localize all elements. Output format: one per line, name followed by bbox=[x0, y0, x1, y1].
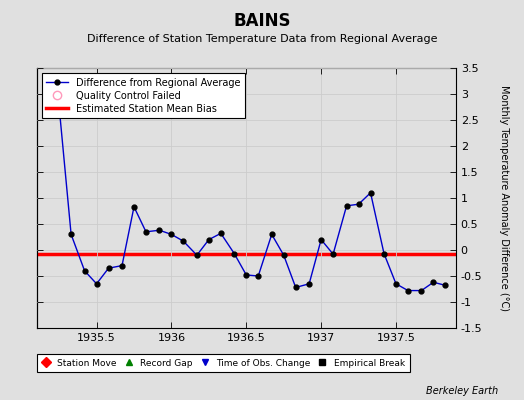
Difference from Regional Average bbox=[255, 274, 261, 278]
Difference from Regional Average bbox=[343, 203, 350, 208]
Difference from Regional Average bbox=[217, 231, 224, 236]
Difference from Regional Average bbox=[194, 253, 200, 258]
Difference from Regional Average bbox=[418, 288, 424, 293]
Difference from Regional Average bbox=[119, 263, 125, 268]
Difference from Regional Average bbox=[318, 237, 324, 242]
Difference from Regional Average bbox=[442, 283, 449, 288]
Difference from Regional Average bbox=[81, 268, 88, 273]
Difference from Regional Average bbox=[131, 204, 137, 209]
Difference from Regional Average bbox=[292, 285, 299, 290]
Difference from Regional Average bbox=[68, 232, 74, 237]
Difference from Regional Average bbox=[156, 228, 162, 233]
Y-axis label: Monthly Temperature Anomaly Difference (°C): Monthly Temperature Anomaly Difference (… bbox=[499, 85, 509, 311]
Line: Difference from Regional Average: Difference from Regional Average bbox=[57, 104, 448, 293]
Difference from Regional Average bbox=[381, 251, 387, 256]
Difference from Regional Average bbox=[105, 266, 112, 270]
Text: Berkeley Earth: Berkeley Earth bbox=[425, 386, 498, 396]
Difference from Regional Average bbox=[243, 272, 249, 277]
Text: BAINS: BAINS bbox=[233, 12, 291, 30]
Difference from Regional Average bbox=[405, 288, 411, 293]
Difference from Regional Average bbox=[280, 253, 287, 258]
Difference from Regional Average bbox=[231, 251, 237, 256]
Difference from Regional Average bbox=[367, 190, 374, 195]
Difference from Regional Average bbox=[143, 230, 149, 234]
Difference from Regional Average bbox=[306, 282, 312, 286]
Difference from Regional Average bbox=[180, 239, 187, 244]
Difference from Regional Average bbox=[330, 252, 336, 256]
Difference from Regional Average bbox=[430, 280, 436, 285]
Difference from Regional Average bbox=[56, 104, 62, 109]
Difference from Regional Average bbox=[93, 282, 100, 286]
Text: Difference of Station Temperature Data from Regional Average: Difference of Station Temperature Data f… bbox=[87, 34, 437, 44]
Difference from Regional Average bbox=[168, 232, 174, 237]
Difference from Regional Average bbox=[206, 237, 212, 242]
Difference from Regional Average bbox=[393, 282, 399, 286]
Legend: Station Move, Record Gap, Time of Obs. Change, Empirical Break: Station Move, Record Gap, Time of Obs. C… bbox=[37, 354, 410, 372]
Difference from Regional Average bbox=[355, 202, 362, 207]
Difference from Regional Average bbox=[269, 232, 275, 237]
